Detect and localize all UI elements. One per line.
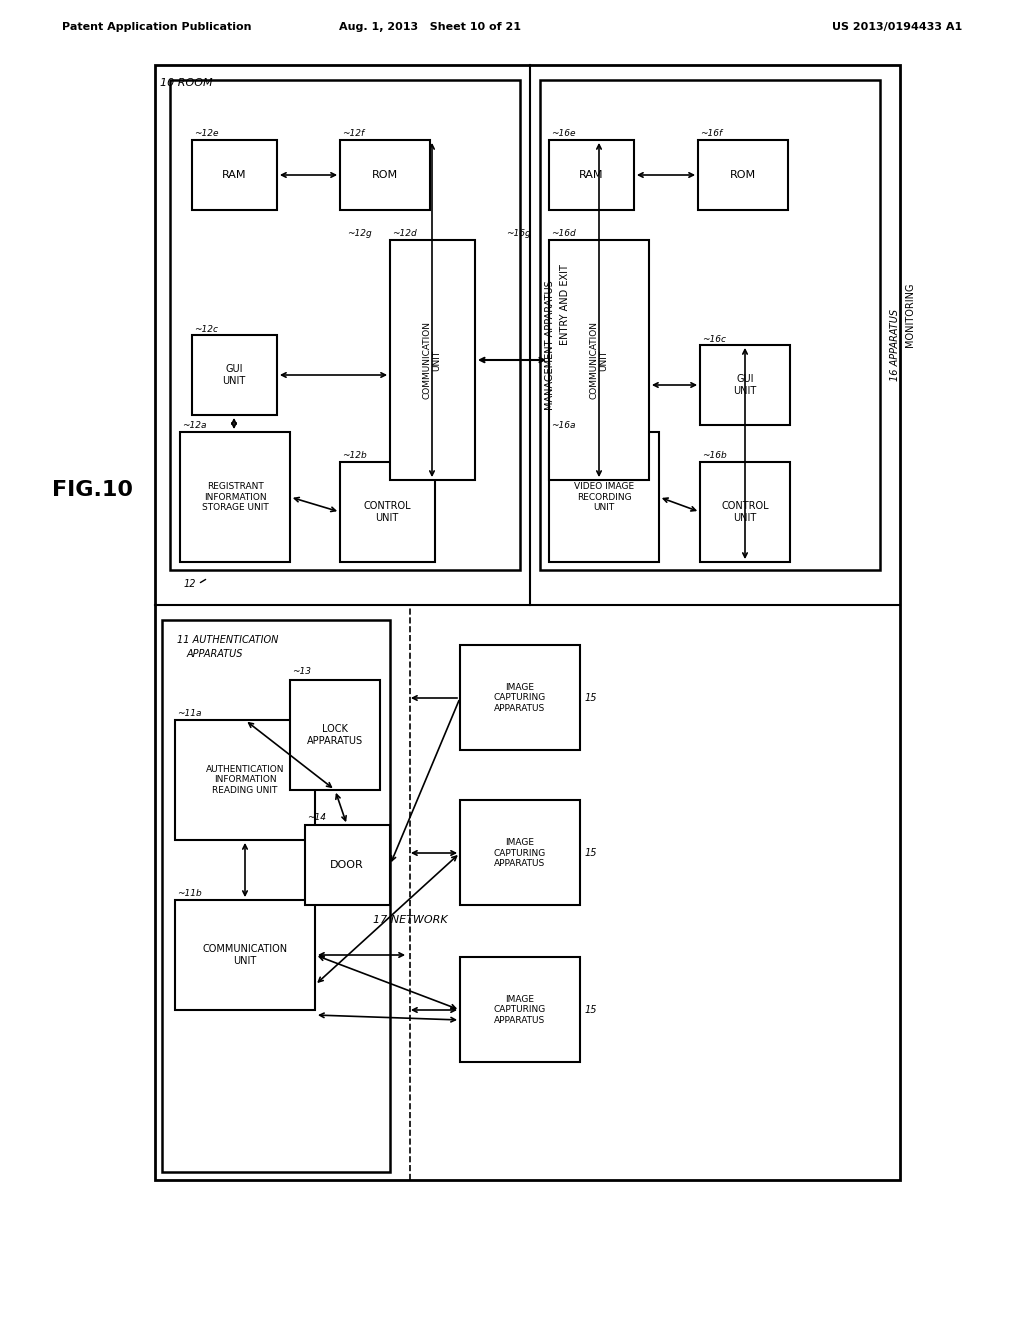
Text: ~12b: ~12b [342, 451, 367, 461]
Text: MANAGEMENT APPARATUS: MANAGEMENT APPARATUS [545, 280, 555, 411]
Bar [549, 432, 659, 562]
Bar [700, 345, 790, 425]
Text: REGISTRANT
INFORMATION
STORAGE UNIT: REGISTRANT INFORMATION STORAGE UNIT [202, 482, 268, 512]
Text: CONTROL
UNIT: CONTROL UNIT [364, 502, 411, 523]
Bar [180, 432, 290, 562]
Text: 15: 15 [585, 693, 597, 704]
Text: 15: 15 [585, 1005, 597, 1015]
Text: 12: 12 [183, 579, 197, 589]
Bar [549, 140, 634, 210]
Text: ~12a: ~12a [182, 421, 207, 430]
Bar [549, 240, 649, 480]
Bar [193, 335, 278, 414]
Bar [155, 65, 900, 1180]
Bar [193, 140, 278, 210]
Text: Aug. 1, 2013   Sheet 10 of 21: Aug. 1, 2013 Sheet 10 of 21 [339, 22, 521, 32]
Bar [460, 645, 580, 750]
Text: COMMUNICATION
UNIT: COMMUNICATION UNIT [422, 321, 441, 399]
Text: ~16b: ~16b [702, 451, 727, 461]
Text: IMAGE
CAPTURING
APPARATUS: IMAGE CAPTURING APPARATUS [494, 995, 546, 1024]
Bar [460, 800, 580, 906]
Text: Patent Application Publication: Patent Application Publication [62, 22, 252, 32]
Bar [340, 462, 435, 562]
Text: ~12d: ~12d [392, 230, 417, 239]
Text: ~12c: ~12c [194, 325, 218, 334]
Text: 15: 15 [585, 847, 597, 858]
Text: ~16f: ~16f [700, 129, 722, 139]
Text: GUI
UNIT: GUI UNIT [733, 374, 757, 396]
Text: ~16c: ~16c [702, 334, 726, 343]
Text: VIDEO IMAGE
RECORDING
UNIT: VIDEO IMAGE RECORDING UNIT [573, 482, 634, 512]
Text: ~16g: ~16g [506, 230, 531, 239]
Text: ~14: ~14 [307, 813, 326, 821]
Text: ~12g: ~12g [347, 230, 372, 239]
Bar [460, 957, 580, 1063]
Text: GUI
UNIT: GUI UNIT [222, 364, 246, 385]
Text: APPARATUS: APPARATUS [187, 649, 244, 659]
Text: ~13: ~13 [292, 668, 311, 676]
Bar [698, 140, 788, 210]
Bar [170, 81, 520, 570]
Text: 10 ROOM: 10 ROOM [160, 78, 213, 88]
Text: IMAGE
CAPTURING
APPARATUS: IMAGE CAPTURING APPARATUS [494, 684, 546, 713]
Text: DOOR: DOOR [330, 861, 364, 870]
Bar [700, 462, 790, 562]
Text: COMMUNICATION
UNIT: COMMUNICATION UNIT [589, 321, 608, 399]
Bar [175, 900, 315, 1010]
Bar [162, 620, 390, 1172]
Text: ROM: ROM [372, 170, 398, 180]
Text: ~12f: ~12f [342, 129, 365, 139]
Text: 17 NETWORK: 17 NETWORK [373, 915, 447, 925]
Text: 11 AUTHENTICATION: 11 AUTHENTICATION [177, 635, 279, 645]
Text: ~16d: ~16d [551, 230, 575, 239]
Text: ~11a: ~11a [177, 710, 202, 718]
Text: ~16e: ~16e [551, 129, 575, 139]
Bar [290, 680, 380, 789]
Text: FIG.10: FIG.10 [52, 480, 133, 500]
Bar [540, 81, 880, 570]
Text: ~12e: ~12e [194, 129, 218, 139]
Text: IMAGE
CAPTURING
APPARATUS: IMAGE CAPTURING APPARATUS [494, 838, 546, 869]
Bar [390, 240, 475, 480]
Text: LOCK
APPARATUS: LOCK APPARATUS [307, 725, 364, 746]
Bar [175, 719, 315, 840]
Text: 16 APPARATUS: 16 APPARATUS [890, 309, 900, 381]
Text: ROM: ROM [730, 170, 756, 180]
Text: US 2013/0194433 A1: US 2013/0194433 A1 [831, 22, 962, 32]
Text: MONITORING: MONITORING [905, 282, 915, 347]
Text: RAM: RAM [579, 170, 603, 180]
Bar [340, 140, 430, 210]
Text: ENTRY AND EXIT: ENTRY AND EXIT [560, 264, 570, 346]
Text: COMMUNICATION
UNIT: COMMUNICATION UNIT [203, 944, 288, 966]
Bar [305, 825, 390, 906]
Text: CONTROL
UNIT: CONTROL UNIT [721, 502, 769, 523]
Text: AUTHENTICATION
INFORMATION
READING UNIT: AUTHENTICATION INFORMATION READING UNIT [206, 766, 285, 795]
Text: RAM: RAM [222, 170, 246, 180]
Text: ~16a: ~16a [551, 421, 575, 430]
Text: ~11b: ~11b [177, 890, 202, 899]
